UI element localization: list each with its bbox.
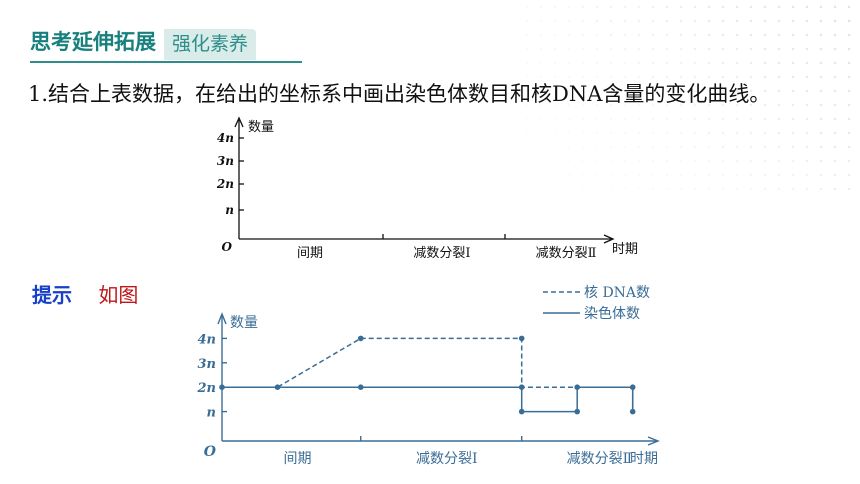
answer-y-tick-label: 2n [197, 381, 217, 396]
empty-y-tick-label: 4n [217, 131, 234, 145]
answer-x-axis-label: 时期 [630, 451, 658, 467]
dna-data-point [629, 408, 636, 415]
empty-y-arrow [234, 116, 244, 128]
dna-data-point [518, 384, 525, 391]
hint-text: 如图 [98, 283, 139, 307]
empty-y-tick-label: n [225, 203, 234, 217]
answer-phase-label: 减数分裂Ⅰ [416, 451, 478, 467]
section-subtitle: 强化素养 [164, 29, 257, 60]
dna-data-point [357, 335, 364, 342]
section-header: 思考延伸拓展 强化素养 [30, 26, 257, 60]
answer-origin-label: O [204, 444, 217, 460]
legend-label: 染色体数 [584, 305, 640, 322]
empty-y-axis-label: 数量 [248, 120, 274, 135]
dna-data-point [274, 384, 281, 391]
empty-x-arrow [603, 234, 615, 244]
hint-line: 提示 如图 [32, 279, 138, 308]
empty-phase-label: 减数分裂Ⅱ [536, 246, 597, 261]
empty-phase-label: 减数分裂Ⅰ [413, 246, 470, 261]
answer-y-tick-label: n [207, 406, 216, 421]
dna-series-line [222, 337, 634, 412]
answer-y-tick-label: 4n [198, 332, 217, 347]
dna-data-point [574, 384, 580, 391]
legend-label: 核 DNA数 [584, 285, 650, 301]
empty-phase-label: 间期 [297, 246, 323, 261]
answer-phase-label: 间期 [284, 451, 312, 467]
answer-y-arrow [217, 312, 227, 325]
answer-y-tick-label: 3n [198, 357, 217, 372]
chromosome-data-point [574, 408, 580, 415]
section-title: 思考延伸拓展 [30, 30, 156, 54]
chromosome-data-point [518, 408, 525, 415]
header-underline [30, 61, 302, 63]
chromosome-data-point [357, 384, 364, 391]
dna-data-point [518, 335, 525, 342]
empty-origin-label: O [222, 240, 233, 254]
chromosome-series-line [222, 386, 634, 413]
hint-label: 提示 [32, 283, 72, 307]
empty-y-tick-label: 3n [217, 154, 234, 168]
answer-phase-label: 减数分裂Ⅱ [567, 451, 633, 467]
dna-data-point [629, 384, 636, 391]
answer-x-arrow [647, 436, 660, 446]
decorative-dot-pattern [520, 0, 860, 190]
question-text: 1.结合上表数据，在给出的坐标系中画出染色体数目和核DNA含量的变化曲线。 [28, 82, 771, 106]
answer-y-axis-label: 数量 [230, 315, 258, 331]
empty-y-tick-label: 2n [216, 177, 234, 191]
dna-data-point [219, 384, 225, 391]
empty-x-axis-label: 时期 [612, 242, 638, 257]
